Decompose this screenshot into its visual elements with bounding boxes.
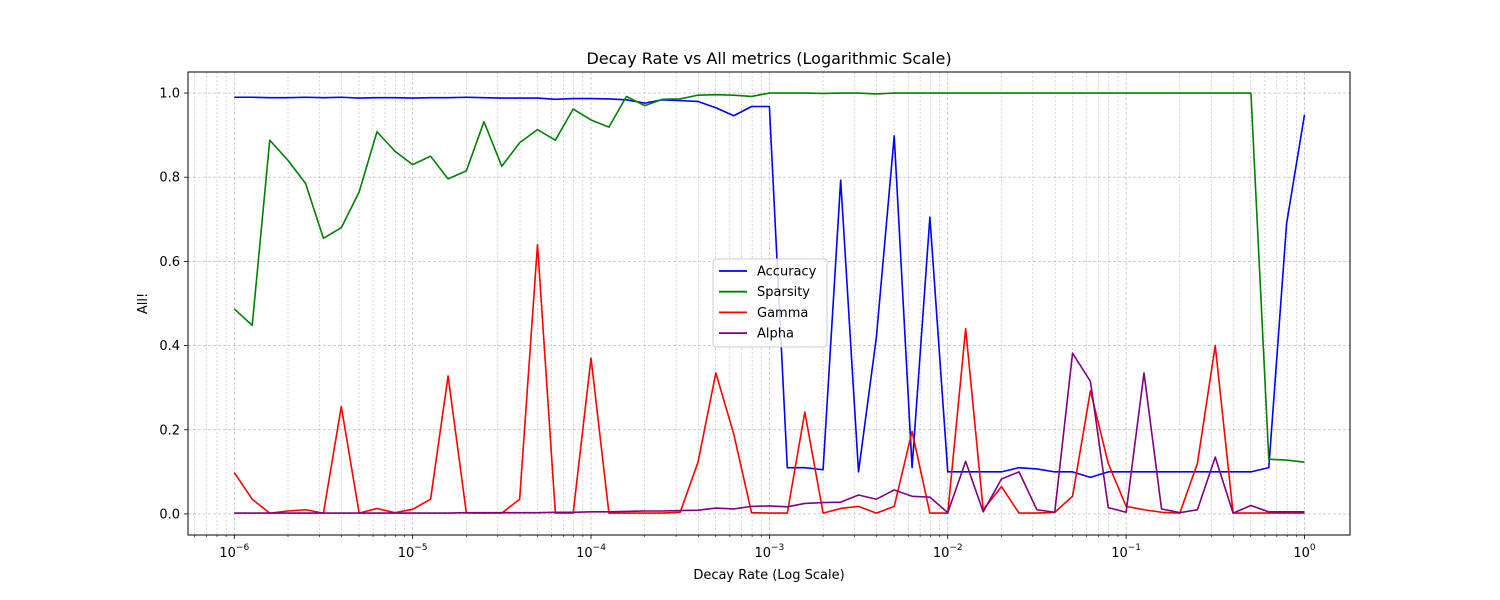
series-lines	[233, 92, 1306, 514]
legend-label-alpha: Alpha	[757, 327, 794, 342]
x-tick-label: 10−2	[933, 543, 963, 561]
legend-label-gamma: Gamma	[757, 306, 808, 321]
series-line-accuracy	[234, 96, 1306, 479]
series-line-sparsity	[233, 92, 1305, 463]
y-tick-label: 0.4	[159, 339, 180, 354]
chart-title: Decay Rate vs All metrics (Logarithmic S…	[586, 49, 951, 68]
y-tick-label: 0.6	[159, 255, 180, 270]
y-tick-label: 0.2	[159, 423, 180, 438]
legend-label-sparsity: Sparsity	[757, 285, 810, 300]
y-axis-label: All!	[136, 293, 151, 314]
y-tick-label: 0.8	[159, 171, 180, 186]
y-tick-label: 1.0	[159, 87, 180, 102]
legend: Accuracy Sparsity Gamma Alpha	[712, 258, 828, 348]
x-tick-label: 100	[1293, 543, 1316, 561]
x-tick-label: 10−3	[754, 543, 784, 561]
y-tick-label: 0.0	[159, 507, 180, 522]
legend-box	[712, 258, 828, 348]
axis-ticks: 10−6 10−5 10−4 10−3 10−2 10−1 100 0.0 0.2 0.4 0.6 0…	[159, 87, 1316, 561]
x-tick-label: 10−6	[219, 543, 249, 561]
x-tick-label: 10−4	[576, 543, 606, 561]
series-line-alpha	[234, 352, 1305, 514]
x-axis-label: Decay Rate (Log Scale)	[693, 568, 844, 583]
x-tick-label: 10−1	[1111, 543, 1141, 561]
legend-label-accuracy: Accuracy	[757, 265, 817, 280]
x-tick-label: 10−5	[398, 543, 428, 561]
